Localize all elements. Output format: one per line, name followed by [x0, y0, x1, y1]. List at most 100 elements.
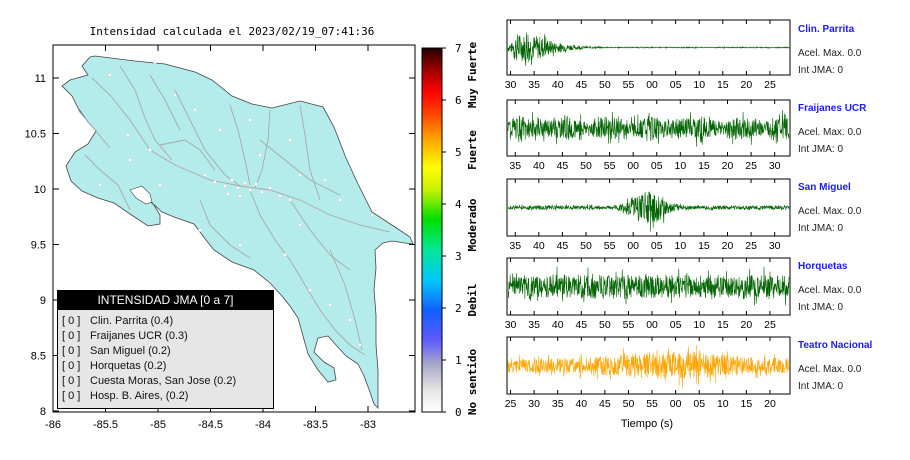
map-y-tick-label: 10.5	[25, 129, 46, 141]
trace-tick-label: 20	[764, 398, 776, 410]
trace-tick-label: 50	[580, 240, 592, 252]
trace-tick-label: 55	[623, 319, 635, 331]
trace-tick-label: 20	[722, 160, 734, 172]
trace-tick-label: 35	[528, 79, 540, 91]
trace-tick-label: 25	[745, 160, 757, 172]
trace-tick-label: 25	[505, 398, 517, 410]
trace-tick-label: 35	[509, 240, 521, 252]
trace-waveform	[507, 32, 790, 66]
trace-tick-label: 20	[722, 240, 734, 252]
trace-tick-label: 15	[741, 398, 753, 410]
seismogram-1: 35 40 45 50 55 00 05 10 15 20 25 30	[506, 99, 791, 172]
colorbar-tick-label: 1	[455, 354, 462, 367]
trace-waveform	[507, 344, 790, 389]
colorbar-tick-label: 0	[455, 406, 462, 419]
colorbar-category-label: Moderado	[466, 198, 479, 251]
trace-tick-label: 55	[604, 240, 616, 252]
road-network	[77, 65, 391, 356]
station-jma: Int JMA: 0	[798, 381, 844, 392]
trace-tick-label: 30	[505, 79, 517, 91]
station-jma: Int JMA: 0	[798, 144, 844, 155]
map-x-tick-label: -86	[45, 419, 61, 431]
station-accel: Acel. Max. 0.0	[798, 364, 862, 375]
legend-item: [ 0 ] Hosp. B. Aires, (0.2)	[62, 390, 188, 402]
seismogram-panels: 30 35 40 45 50 55 00 05 10 15 20 25 35 40 45 50 55 00 05 10…	[505, 19, 791, 410]
map-y-tick-label: 9.5	[31, 240, 46, 252]
trace-tick-label: 45	[557, 160, 569, 172]
trace-tick-label: 30	[769, 160, 781, 172]
legend-item: [ 0 ] Cuesta Moras, San Jose (0.2)	[62, 375, 236, 387]
trace-tick-label: 10	[717, 398, 729, 410]
colorbar-tick-label: 3	[455, 250, 462, 263]
colorbar-category-label: Fuerte	[466, 130, 479, 170]
trace-tick-label: 40	[552, 319, 564, 331]
trace-tick-label: 40	[552, 79, 564, 91]
colorbar-category-label: Muy Fuerte	[466, 42, 479, 109]
gulf-of-nicoya	[129, 185, 153, 205]
trace-tick-label: 35	[552, 398, 564, 410]
trace-tick-label: 40	[533, 160, 545, 172]
trace-tick-label: 35	[528, 319, 540, 331]
legend-item-text: Fraijanes UCR (0.3)	[90, 330, 188, 342]
colorbar-tick-label: 4	[455, 198, 462, 211]
station-jma: Int JMA: 0	[798, 302, 844, 313]
trace-tick-label: 50	[623, 398, 635, 410]
colorbar-category-label: Debil	[466, 283, 479, 316]
legend-item-text: Cuesta Moras, San Jose (0.2)	[90, 375, 237, 387]
trace-tick-label: 10	[693, 79, 705, 91]
trace-tick-label: 05	[670, 79, 682, 91]
station-accel: Acel. Max. 0.0	[798, 48, 862, 59]
legend-item: [ 0 ] Clin. Parrita (0.4)	[62, 315, 173, 327]
legend-item-level: [ 0 ]	[62, 390, 81, 402]
legend-item: [ 0 ] Fraijanes UCR (0.3)	[62, 330, 188, 342]
station-jma: Int JMA: 0	[798, 65, 844, 76]
trace-tick-label: 50	[580, 160, 592, 172]
trace-tick-label: 10	[674, 240, 686, 252]
legend-item-text: San Miguel (0.2)	[90, 345, 171, 357]
trace-tick-label: 40	[533, 240, 545, 252]
map-y-tick-label: 11	[35, 73, 46, 85]
trace-tick-label: 00	[627, 240, 639, 252]
legend-item: [ 0 ] Horquetas (0.2)	[62, 360, 166, 372]
trace-tick-label: 00	[646, 79, 658, 91]
map-y-tick-label: 8.5	[31, 351, 46, 363]
trace-tick-label: 30	[505, 319, 517, 331]
legend-item-level: [ 0 ]	[62, 315, 81, 327]
trace-tick-label: 05	[651, 240, 663, 252]
trace-tick-label: 40	[575, 398, 587, 410]
trace-tick-label: 20	[741, 79, 753, 91]
map-y-tick-label: 9	[40, 295, 46, 307]
trace-tick-label: 00	[670, 398, 682, 410]
trace-waveform	[507, 191, 790, 232]
legend-item-text: Clin. Parrita (0.4)	[90, 315, 174, 327]
trace-tick-label: 55	[623, 79, 635, 91]
colorbar-ticks: 0 1 2 3 4 5 6 7	[442, 42, 462, 419]
map-x-axis: -86 -85.5 -85 -84.5 -84 -83.5 -83	[45, 45, 376, 431]
costa-rica-land	[61, 55, 414, 409]
colorbar-tick-label: 6	[455, 94, 462, 107]
map-y-tick-label: 8	[40, 406, 46, 418]
trace-tick-label: 15	[698, 240, 710, 252]
map-y-axis: 11 10.5 10 9.5 9 8.5 8	[25, 73, 415, 418]
legend-item-text: Horquetas (0.2)	[90, 360, 167, 372]
trace-tick-label: 55	[646, 398, 658, 410]
station-name: Clin. Parrita	[798, 24, 855, 35]
legend-item-level: [ 0 ]	[62, 375, 81, 387]
trace-tick-label: 25	[745, 240, 757, 252]
trace-tick-label: 30	[769, 240, 781, 252]
seismogram-3: 30 35 40 45 50 55 00 05 10 15 20 25	[505, 257, 791, 331]
trace-tick-label: 30	[528, 398, 540, 410]
seismogram-2: 35 40 45 50 55 00 05 10 15 20 25 30	[506, 178, 791, 252]
colorbar-categories: No sentido Debil Moderado Fuerte Muy Fuerte	[466, 42, 479, 416]
trace-tick-label: 00	[627, 160, 639, 172]
colorbar-tick-label: 5	[455, 146, 462, 159]
legend-title: INTENSIDAD JMA [0 a 7]	[58, 291, 273, 310]
intensity-legend: INTENSIDAD JMA [0 a 7] [ 0 ] Clin. Parrit…	[57, 290, 274, 409]
colorbar-tick-label: 7	[455, 42, 462, 55]
station-name: Horquetas	[798, 261, 848, 272]
trace-tick-label: 35	[509, 160, 521, 172]
map-x-tick-label: -83	[360, 419, 376, 431]
trace-tick-label: 45	[599, 398, 611, 410]
legend-item-level: [ 0 ]	[62, 360, 81, 372]
